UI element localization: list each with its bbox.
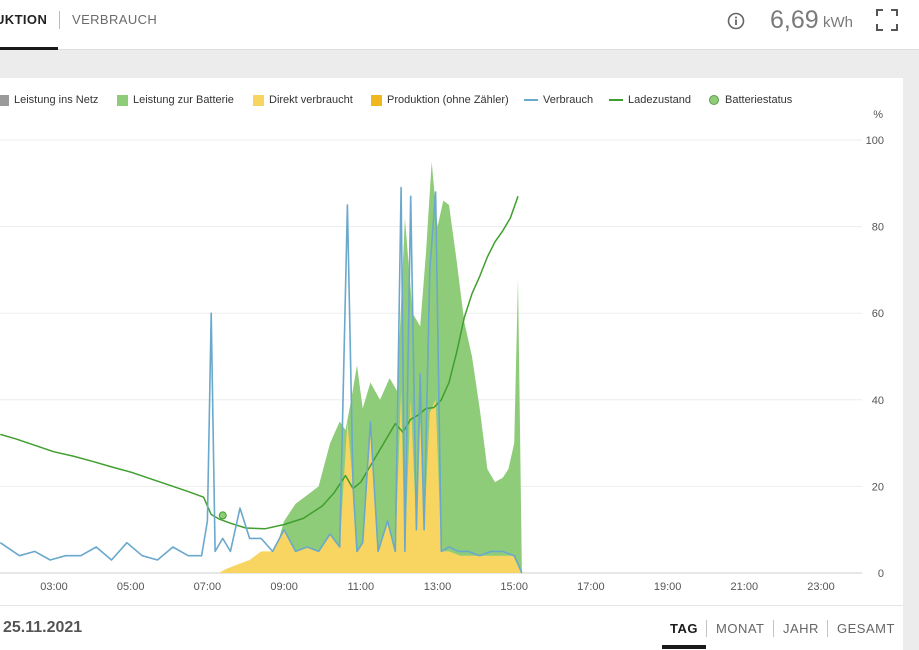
legend-swatch bbox=[524, 99, 538, 101]
legend-label: Verbrauch bbox=[543, 94, 594, 106]
legend-swatch bbox=[253, 94, 264, 106]
legend-label: Batteriestatus bbox=[725, 94, 793, 106]
period-divider bbox=[773, 620, 774, 637]
legend-label: Direkt verbraucht bbox=[269, 94, 353, 106]
legend-item-leistung-zur-batterie[interactable]: Leistung zur Batterie bbox=[117, 94, 234, 106]
energy-chart: 100 80 60 40 20 0 03:00 05:00 07:00 09:00 11:00 13… bbox=[0, 109, 884, 593]
x-tick-label: 15:00 bbox=[500, 581, 528, 593]
chart-markers bbox=[218, 511, 227, 520]
legend-swatch bbox=[609, 99, 623, 101]
line-verbrauch bbox=[0, 186, 523, 574]
tab-verbrauch[interactable]: VERBRAUCH bbox=[72, 12, 158, 27]
battery-status-marker bbox=[218, 511, 227, 520]
area-direkt-verbraucht bbox=[218, 391, 522, 573]
x-tick-label: 19:00 bbox=[654, 581, 682, 593]
x-axis-ticks: 03:00 05:00 07:00 09:00 11:00 13:00 15:00 17:00… bbox=[40, 581, 835, 593]
chart-lines bbox=[0, 186, 523, 574]
y-tick-label: 40 bbox=[872, 395, 884, 407]
line-ladezustand bbox=[0, 196, 519, 530]
total-energy-unit: kWh bbox=[823, 14, 853, 31]
legend-item-batteriestatus[interactable]: Batteriestatus bbox=[709, 94, 792, 106]
top-bar: UKTION VERBRAUCH 6,69 kWh bbox=[0, 0, 919, 50]
x-tick-label: 05:00 bbox=[117, 581, 145, 593]
x-tick-label: 21:00 bbox=[731, 581, 759, 593]
chart-areas bbox=[218, 161, 522, 573]
period-divider bbox=[706, 620, 707, 637]
y-axis-ticks: 100 80 60 40 20 0 bbox=[866, 135, 884, 580]
legend-item-direkt-verbraucht[interactable]: Direkt verbraucht bbox=[253, 94, 353, 106]
legend-label: Leistung ins Netz bbox=[14, 94, 99, 106]
x-tick-label: 03:00 bbox=[40, 581, 68, 593]
period-tag[interactable]: TAG bbox=[670, 621, 698, 636]
tab-produktion[interactable]: UKTION bbox=[0, 10, 58, 50]
period-gesamt[interactable]: GESAMT bbox=[837, 621, 895, 636]
y-tick-label: 0 bbox=[878, 568, 884, 580]
total-energy-value: 6,69 bbox=[770, 6, 819, 34]
chart-legend: Leistung ins Netz Leistung zur Batterie … bbox=[0, 94, 903, 110]
y-tick-label: 100 bbox=[866, 135, 884, 147]
fullscreen-icon[interactable] bbox=[876, 9, 898, 31]
x-tick-label: 23:00 bbox=[807, 581, 835, 593]
y-tick-label: 80 bbox=[872, 222, 884, 234]
footer-divider bbox=[0, 605, 903, 606]
x-tick-label: 13:00 bbox=[424, 581, 452, 593]
legend-item-ladezustand[interactable]: Ladezustand bbox=[609, 94, 691, 106]
legend-swatch bbox=[0, 94, 9, 106]
y-tick-label: 20 bbox=[872, 481, 884, 493]
period-jahr[interactable]: JAHR bbox=[783, 621, 819, 636]
active-period-indicator bbox=[662, 645, 706, 649]
y-tick-label: 60 bbox=[872, 308, 884, 320]
period-monat[interactable]: MONAT bbox=[716, 621, 765, 636]
tab-divider bbox=[59, 11, 60, 29]
legend-swatch bbox=[117, 94, 128, 106]
x-tick-label: 11:00 bbox=[347, 581, 374, 593]
x-tick-label: 07:00 bbox=[194, 581, 222, 593]
x-tick-label: 09:00 bbox=[270, 581, 298, 593]
area-leistung-zur-batterie bbox=[272, 161, 522, 573]
current-date[interactable]: 25.11.2021 bbox=[3, 619, 83, 636]
legend-label: Leistung zur Batterie bbox=[133, 94, 234, 106]
x-tick-label: 17:00 bbox=[577, 581, 605, 593]
tab-produktion-label: UKTION bbox=[0, 12, 48, 27]
legend-label: Ladezustand bbox=[628, 94, 691, 106]
y-axis-unit: % bbox=[873, 109, 883, 121]
legend-item-verbrauch[interactable]: Verbrauch bbox=[524, 94, 593, 106]
info-icon[interactable] bbox=[727, 12, 745, 30]
period-divider bbox=[827, 620, 828, 637]
legend-label: Produktion (ohne Zähler) bbox=[387, 94, 509, 106]
legend-item-leistung-ins-netz[interactable]: Leistung ins Netz bbox=[0, 94, 98, 106]
legend-swatch bbox=[371, 94, 382, 106]
legend-swatch bbox=[709, 95, 719, 105]
legend-item-produktion-ohne-zaehler[interactable]: Produktion (ohne Zähler) bbox=[371, 94, 509, 106]
